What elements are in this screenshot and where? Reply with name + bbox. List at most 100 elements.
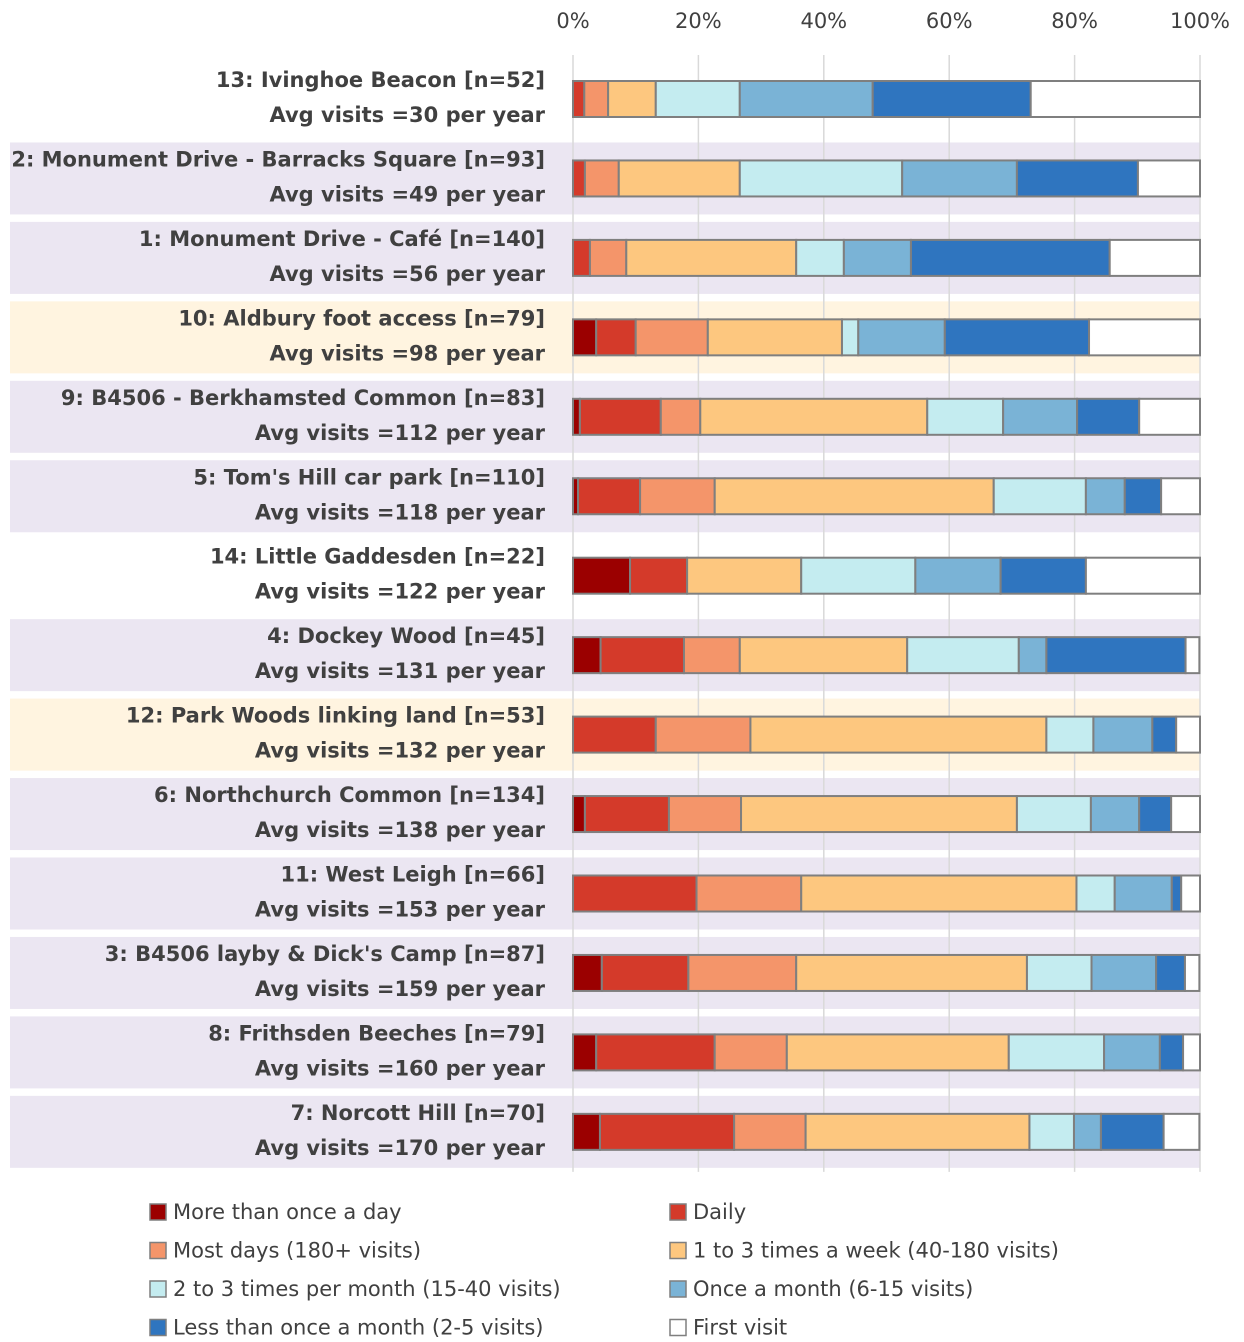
bar-segment: [577, 477, 642, 516]
bar-segment: [634, 318, 709, 357]
category-detail: Avg visits =160 per year: [255, 1056, 546, 1080]
bar-segment: [572, 795, 586, 834]
bar-segment: [733, 1112, 807, 1151]
bar-segment: [639, 477, 716, 516]
bar-segment: [901, 159, 1018, 198]
category-detail: Avg visits =131 per year: [255, 659, 546, 683]
bar-segment: [1184, 636, 1201, 675]
bar-segment: [706, 318, 843, 357]
bar-segment: [795, 238, 845, 277]
legend-label: First visit: [693, 1316, 787, 1340]
bar-segment: [1136, 159, 1202, 198]
bar-segment: [572, 874, 698, 913]
bar-segment: [795, 953, 1028, 992]
bar-segment: [1045, 636, 1187, 675]
bar-segment: [695, 874, 803, 913]
bar-segment: [1076, 397, 1141, 436]
bar-segment: [857, 318, 946, 357]
bar-segment: [1183, 953, 1201, 992]
bar-segment: [1002, 397, 1079, 436]
bar-segment: [800, 556, 917, 595]
bar-segment: [1084, 477, 1126, 516]
legend-swatch: [669, 1203, 687, 1221]
bar-segment: [595, 1033, 716, 1072]
bar-segment: [572, 397, 581, 436]
bar-segment: [572, 238, 591, 277]
category-label: 10: Aldbury foot access [n=79]: [178, 306, 545, 330]
legend-label: 1 to 3 times a week (40-180 visits): [693, 1239, 1059, 1263]
legend-label: Daily: [693, 1200, 746, 1224]
bar-segment: [800, 874, 1078, 913]
bar-segment: [713, 1033, 788, 1072]
bar-segment: [659, 397, 702, 436]
bar-segment: [1072, 1112, 1102, 1151]
x-tick-label: 20%: [675, 9, 722, 33]
category-detail: Avg visits =153 per year: [255, 898, 546, 922]
bar-segment: [1155, 953, 1186, 992]
bar-segment: [583, 80, 610, 118]
legend-label: Less than once a month (2-5 visits): [173, 1316, 543, 1340]
bar-segment: [572, 159, 586, 198]
category-detail: Avg visits =159 per year: [255, 977, 546, 1001]
category-detail: Avg visits =56 per year: [269, 262, 545, 286]
legend-swatch: [149, 1318, 167, 1337]
bar-segment: [909, 238, 1111, 277]
bar-segment: [738, 636, 909, 675]
bar-segment: [617, 159, 741, 198]
bar-segment: [600, 953, 690, 992]
bar-segment: [583, 795, 670, 834]
bar-segment: [572, 318, 598, 357]
bar-segment: [914, 556, 1002, 595]
category-detail: Avg visits =170 per year: [255, 1136, 546, 1160]
bar-segment: [1088, 318, 1201, 357]
bar-segment: [1170, 874, 1183, 913]
category-label: 2: Monument Drive - Barracks Square [n=9…: [11, 147, 545, 171]
bar-segment: [607, 80, 657, 118]
category-label: 3: B4506 layby & Dick's Camp [n=87]: [105, 942, 545, 966]
bar-segment: [572, 1112, 601, 1151]
bar-segment: [1158, 1033, 1185, 1072]
bar-segment: [595, 318, 637, 357]
bar-segment: [1175, 715, 1201, 754]
bar-segment: [1007, 1033, 1106, 1072]
bar-segment: [572, 556, 632, 595]
bar-segment: [572, 80, 586, 118]
category-detail: Avg visits =98 per year: [269, 341, 545, 365]
bar-segment: [1028, 1112, 1075, 1151]
bar-segment: [629, 556, 689, 595]
bar-segment: [871, 80, 1032, 118]
bar-segment: [1160, 477, 1201, 516]
bar-segment: [682, 636, 741, 675]
category-detail: Avg visits =118 per year: [255, 500, 546, 524]
legend-swatch: [149, 1280, 167, 1298]
bar-segment: [999, 556, 1087, 595]
category-label: 13: Ivinghoe Beacon [n=52]: [216, 68, 545, 92]
legend-swatch: [149, 1203, 167, 1221]
bar-segment: [1075, 874, 1116, 913]
x-tick-label: 80%: [1051, 9, 1098, 33]
bar-segment: [1017, 636, 1048, 675]
category-label: 8: Frithsden Beeches [n=79]: [208, 1021, 545, 1045]
bar-segment: [572, 636, 602, 675]
bar-segment: [785, 1033, 1010, 1072]
legend-swatch: [669, 1280, 687, 1298]
x-tick-label: 0%: [556, 9, 589, 33]
bar-segment: [1151, 715, 1178, 754]
bar-segment: [572, 1033, 598, 1072]
bar-segment: [1090, 953, 1158, 992]
bar-segment: [1170, 795, 1201, 834]
category-detail: Avg visits =138 per year: [255, 818, 546, 842]
bar-segment: [1015, 795, 1092, 834]
bar-segment: [667, 795, 743, 834]
legend-label: Once a month (6-15 visits): [693, 1277, 973, 1301]
bar-segment: [1084, 556, 1201, 595]
bar-segment: [1138, 397, 1202, 436]
bar-segment: [572, 953, 603, 992]
bar-segment: [943, 318, 1091, 357]
bar-segment: [1123, 477, 1163, 516]
bar-segment: [992, 477, 1087, 516]
bar-segment: [1103, 1033, 1161, 1072]
category-detail: Avg visits =49 per year: [269, 182, 545, 206]
bar-segment: [749, 715, 1048, 754]
